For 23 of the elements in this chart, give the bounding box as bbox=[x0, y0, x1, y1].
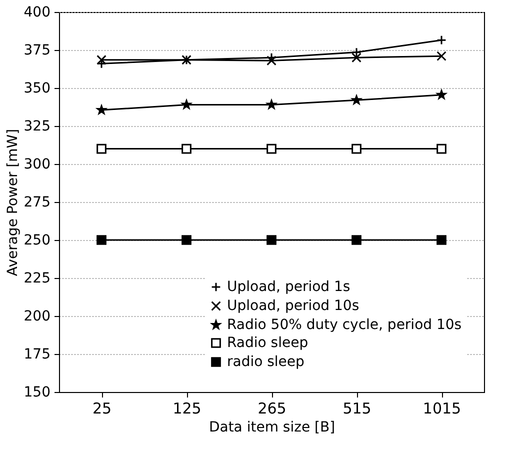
y-tick-label: 300 bbox=[24, 156, 50, 172]
y-tick-label: 350 bbox=[24, 80, 50, 96]
legend-label: Radio sleep bbox=[227, 335, 308, 351]
x-tick-label: 265 bbox=[258, 400, 286, 418]
x-tick-label: 515 bbox=[342, 400, 372, 418]
legend-label: Upload, period 10s bbox=[227, 298, 360, 314]
y-axis-title: Average Power [mW] bbox=[4, 128, 21, 276]
legend-label: Upload, period 1s bbox=[227, 279, 350, 295]
x-tick-label: 25 bbox=[92, 400, 112, 418]
y-tick-label: 325 bbox=[24, 118, 50, 134]
y-tick-label: 400 bbox=[24, 4, 50, 20]
y-tick-label: 275 bbox=[24, 194, 50, 210]
y-tick-label: 175 bbox=[24, 346, 50, 362]
x-tick-label: 1015 bbox=[422, 400, 462, 418]
legend-label: Radio 50% duty cycle, period 10s bbox=[227, 317, 462, 333]
y-tick-label: 225 bbox=[24, 270, 50, 286]
y-tick-label: 375 bbox=[24, 42, 50, 58]
y-tick-label: 200 bbox=[24, 308, 50, 324]
y-tick-label: 250 bbox=[24, 232, 50, 248]
x-tick-label: 125 bbox=[172, 400, 202, 418]
y-tick-label: 150 bbox=[24, 384, 50, 400]
x-axis-title: Data item size [B] bbox=[208, 420, 336, 436]
legend-label: radio sleep bbox=[227, 354, 305, 370]
